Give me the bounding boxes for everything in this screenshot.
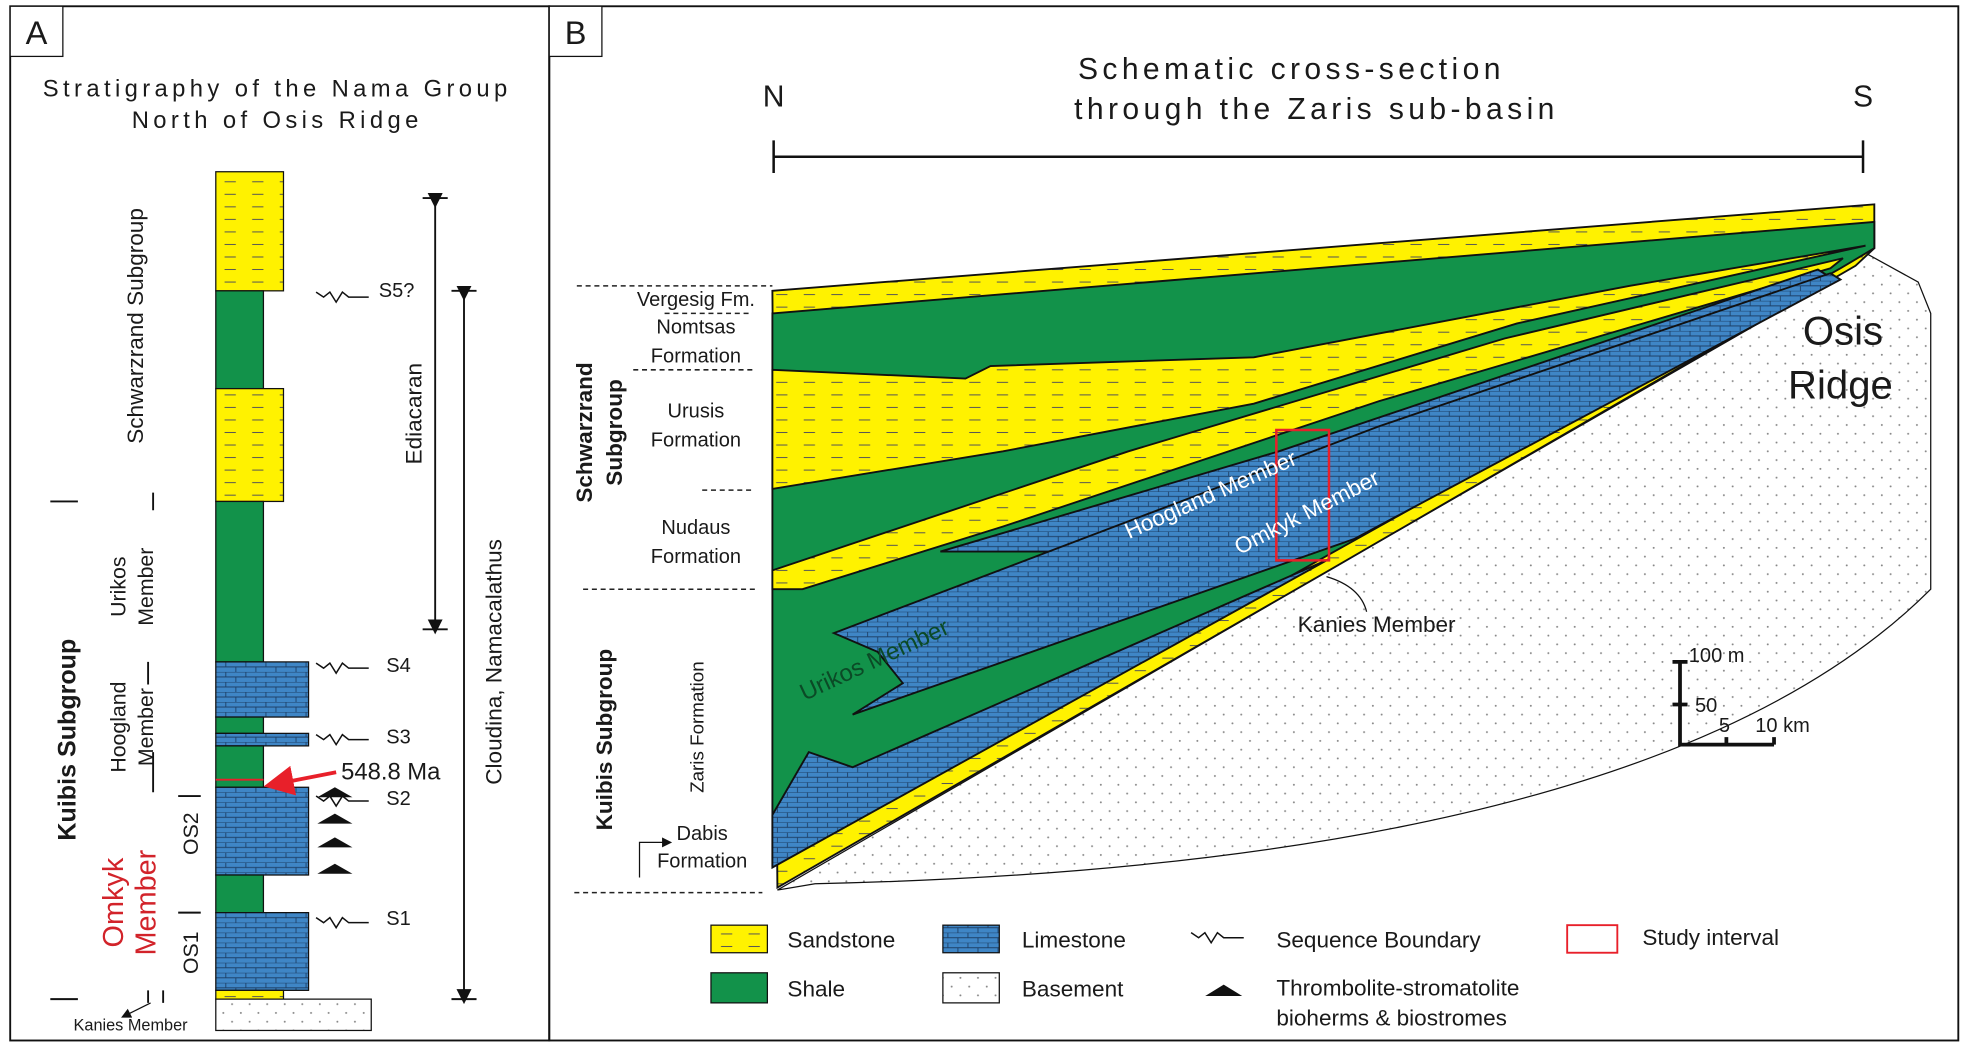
sequence: OS2	[179, 812, 203, 855]
title: North of Osis Ridge	[132, 107, 423, 134]
text-line: Member	[131, 849, 163, 955]
shape	[317, 814, 352, 824]
legend-label: Sequence Boundary	[1276, 928, 1481, 953]
unit: Nudaus	[661, 517, 730, 539]
member: Kanies Member	[74, 1016, 189, 1034]
legend-swatch	[1567, 925, 1617, 953]
scale-label: 50	[1695, 695, 1717, 717]
legend-label: bioherms & biostromes	[1276, 1005, 1507, 1030]
sequence: OS1	[179, 931, 203, 974]
shape	[317, 864, 352, 874]
column	[216, 172, 371, 1031]
panel-label: B	[565, 14, 587, 51]
legend-swatch	[711, 925, 767, 953]
panel-a-frame	[10, 6, 549, 1040]
legend-swatch	[943, 973, 999, 1003]
scale-label: 100 m	[1689, 645, 1745, 667]
text-line: Member	[134, 548, 158, 626]
shape	[317, 787, 352, 797]
figure: A B Stratigraphy of the Nama Group North…	[0, 0, 1966, 1043]
text-line: Schwarzrand	[572, 362, 597, 502]
scale-label: 10 km	[1755, 715, 1810, 737]
unit: Formation	[651, 429, 741, 451]
shale	[216, 291, 264, 389]
panel-label: A	[26, 14, 48, 51]
sequence-boundary	[316, 292, 369, 302]
sandstone	[216, 990, 284, 999]
sequence-boundary	[316, 796, 369, 806]
member: Kanies Member	[1298, 612, 1456, 637]
sequence-boundary	[316, 918, 369, 928]
limestone	[216, 733, 309, 746]
legend-label: Limestone	[1022, 928, 1126, 953]
legend-label: Study interval	[1642, 925, 1779, 950]
fossils: Cloudina, Namacalathus	[482, 539, 507, 785]
era: Ediacaran	[401, 363, 426, 465]
legend-label: Shale	[787, 977, 845, 1002]
scale-label: 5	[1719, 715, 1730, 737]
text-line: Subgroup	[602, 379, 627, 485]
age: 548.8 Ma	[341, 759, 441, 786]
legend-swatch	[711, 973, 767, 1003]
limestone	[216, 787, 309, 875]
sequence-boundary	[316, 735, 369, 745]
title: through the Zaris sub-basin	[1074, 93, 1559, 126]
unit: Nomtsas	[656, 316, 735, 338]
ridge-label: Osis	[1803, 310, 1883, 354]
unit: Urusis	[668, 400, 725, 422]
unit: Formation	[657, 850, 747, 872]
sandstone	[216, 172, 284, 291]
member: OmkykMember	[98, 849, 163, 955]
text-line: Urikos	[107, 557, 131, 617]
title: Stratigraphy of the Nama Group	[43, 76, 512, 103]
legend-swatch	[1191, 933, 1244, 943]
legend-label: Thrombolite-stromatolite	[1276, 975, 1519, 1000]
leader	[126, 1003, 151, 1016]
subgroup: Kuibis Subgroup	[53, 639, 81, 841]
subgroup: Schwarzrand Subgroup	[123, 208, 148, 444]
text-line: Member	[134, 688, 158, 766]
text-line: Hoogland	[107, 681, 131, 772]
limestone	[216, 662, 309, 717]
boundary-label: S5?	[379, 280, 415, 302]
boundary-label: S2	[386, 788, 411, 810]
direction: N	[763, 81, 785, 114]
legend-label: Basement	[1022, 977, 1124, 1002]
basement	[216, 999, 371, 1030]
sandstone	[216, 389, 284, 502]
unit: Formation	[651, 546, 741, 568]
legend-swatch	[943, 925, 999, 953]
shale	[216, 717, 264, 733]
legend-label: Sandstone	[787, 928, 895, 953]
boundary-label: S3	[386, 726, 411, 748]
direction: S	[1853, 81, 1873, 114]
shale	[216, 501, 264, 661]
shape	[317, 837, 352, 847]
unit: Dabis	[677, 823, 728, 845]
age-arrow	[278, 772, 336, 783]
boundary-label: S1	[386, 908, 411, 930]
ridge-label: Ridge	[1788, 364, 1893, 408]
unit: Formation	[651, 345, 741, 367]
limestone	[216, 913, 309, 991]
subgroup: Kuibis Subgroup	[592, 649, 617, 831]
unit: Zaris Formation	[686, 661, 707, 793]
legend-swatch	[1207, 985, 1240, 995]
shale	[216, 746, 264, 787]
boundary-label: S4	[386, 655, 411, 677]
shale	[216, 875, 264, 913]
sequence-boundary	[316, 663, 369, 673]
text-line: Omkyk	[98, 857, 130, 947]
unit: Vergesig Fm.	[637, 289, 755, 311]
transect-line	[774, 140, 1863, 173]
title: Schematic cross-section	[1078, 53, 1505, 86]
